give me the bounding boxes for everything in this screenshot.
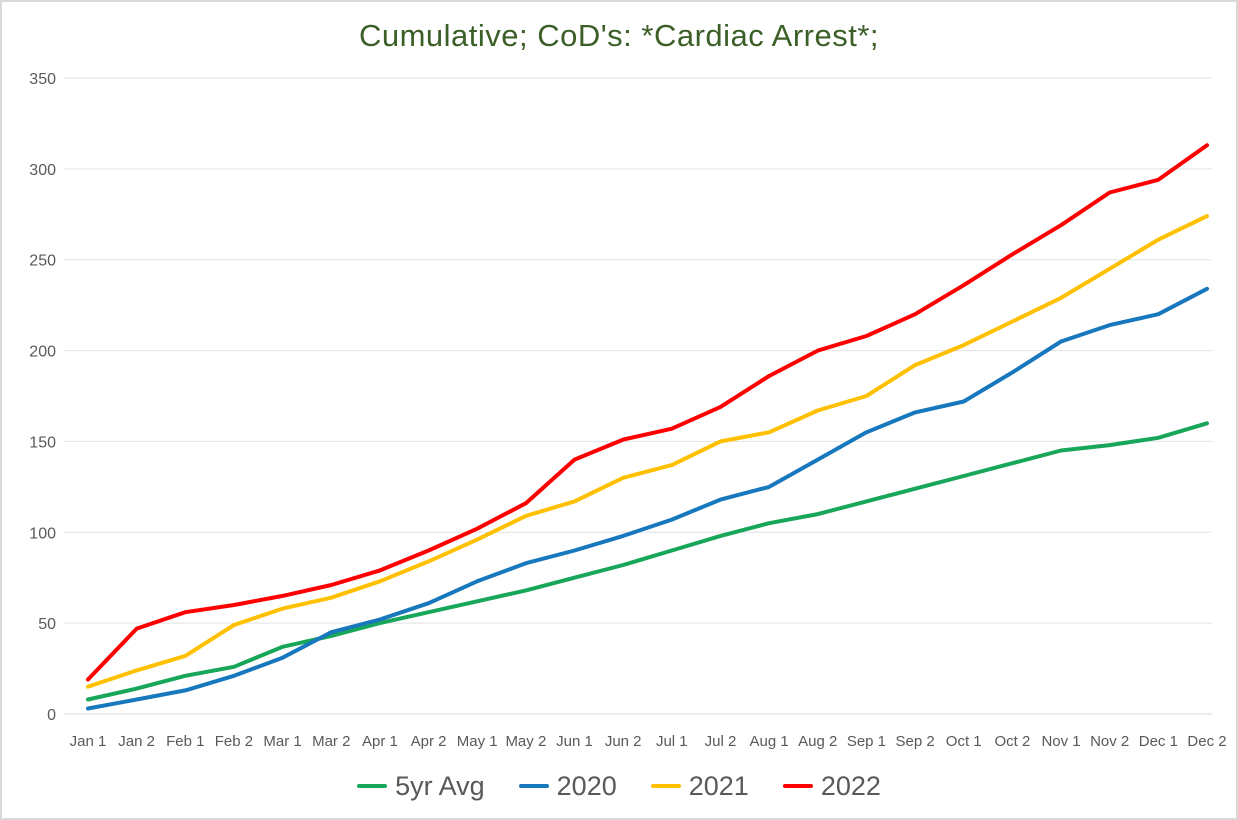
y-tick-label: 0 — [47, 707, 56, 724]
legend-swatch — [357, 784, 388, 788]
x-tick-label: Mar 1 — [263, 733, 301, 750]
legend-swatch — [518, 784, 549, 788]
x-tick-label: Aug 1 — [750, 733, 789, 750]
legend-item: 2022 — [782, 766, 881, 806]
legend-item: 5yr Avg — [357, 766, 485, 806]
x-tick-label: Sep 2 — [895, 733, 934, 750]
x-tick-label: Dec 1 — [1139, 733, 1178, 750]
x-tick-label: Aug 2 — [798, 733, 837, 750]
x-tick-label: Jun 2 — [605, 733, 642, 750]
series-line-2021 — [86, 214, 1209, 689]
legend-swatch — [650, 784, 681, 788]
legend-item: 2020 — [518, 766, 617, 806]
y-tick-label: 300 — [29, 162, 56, 179]
x-tick-label: Dec 2 — [1187, 733, 1226, 750]
series-line-2022 — [86, 143, 1209, 682]
legend-label: 2020 — [556, 771, 617, 801]
x-tick-label: Jul 1 — [656, 733, 688, 750]
x-tick-label: Oct 2 — [994, 733, 1030, 750]
legend-label: 2021 — [688, 771, 749, 801]
y-tick-label: 200 — [29, 344, 56, 361]
chart-legend: 5yr Avg 2020 2021 2022 — [2, 766, 1236, 806]
series-line-2020 — [86, 286, 1209, 711]
y-tick-label: 50 — [38, 616, 56, 633]
series-line-5yr-avg — [86, 421, 1209, 702]
x-tick-label: Apr 1 — [362, 733, 398, 750]
x-tick-label: Nov 2 — [1090, 733, 1129, 750]
x-tick-label: May 1 — [457, 733, 498, 750]
y-tick-label: 150 — [29, 434, 56, 451]
legend-label: 5yr Avg — [395, 771, 485, 801]
x-tick-label: Feb 1 — [166, 733, 204, 750]
x-tick-label: Jul 2 — [705, 733, 737, 750]
x-tick-label: Jun 1 — [556, 733, 593, 750]
y-tick-label: 100 — [29, 525, 56, 542]
legend-item: 2021 — [650, 766, 749, 806]
x-tick-label: Oct 1 — [946, 733, 982, 750]
x-tick-label: May 2 — [505, 733, 546, 750]
x-tick-label: Jan 1 — [70, 733, 107, 750]
x-tick-label: Apr 2 — [411, 733, 447, 750]
x-tick-label: Sep 1 — [847, 733, 886, 750]
x-tick-label: Jan 2 — [118, 733, 155, 750]
chart-title: Cumulative; CoD's: *Cardiac Arrest*; — [358, 18, 880, 53]
x-tick-label: Nov 1 — [1041, 733, 1080, 750]
x-tick-label: Mar 2 — [312, 733, 350, 750]
legend-label: 2022 — [820, 771, 881, 801]
x-tick-label: Feb 2 — [215, 733, 253, 750]
y-tick-label: 250 — [29, 253, 56, 270]
legend-swatch — [782, 784, 813, 788]
y-tick-label: 350 — [29, 71, 56, 88]
